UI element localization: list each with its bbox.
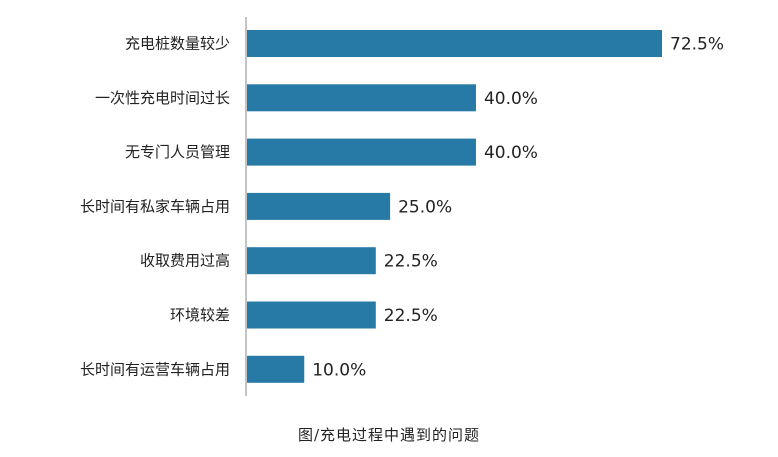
bar	[247, 301, 376, 329]
data-label: 22.5%	[384, 306, 438, 326]
data-label: 25.0%	[398, 197, 452, 217]
bar-chart: 充电桩数量较少 72.5% 一次性充电时间过长 40.0% 无专门人员管理 40.0% 长时…	[80, 17, 724, 396]
bar	[247, 84, 476, 112]
data-label: 10.0%	[312, 360, 366, 380]
data-label: 40.0%	[484, 89, 538, 109]
chart-caption: 图/充电过程中遇到的问题	[297, 426, 481, 444]
category-label: 长时间有私家车辆占用	[80, 197, 230, 215]
data-label: 72.5%	[670, 35, 724, 55]
category-label: 充电桩数量较少	[125, 35, 230, 53]
category-label: 无专门人员管理	[125, 143, 230, 161]
bar	[247, 30, 662, 57]
data-label: 40.0%	[484, 143, 538, 163]
category-label: 一次性充电时间过长	[95, 89, 230, 107]
bar	[247, 138, 476, 166]
bar	[247, 247, 376, 275]
data-label: 22.5%	[384, 252, 438, 272]
category-label: 环境较差	[170, 306, 230, 324]
bar	[247, 355, 305, 383]
category-label: 长时间有运营车辆占用	[80, 360, 230, 378]
bar	[247, 192, 391, 220]
category-label: 收取费用过高	[140, 252, 230, 270]
